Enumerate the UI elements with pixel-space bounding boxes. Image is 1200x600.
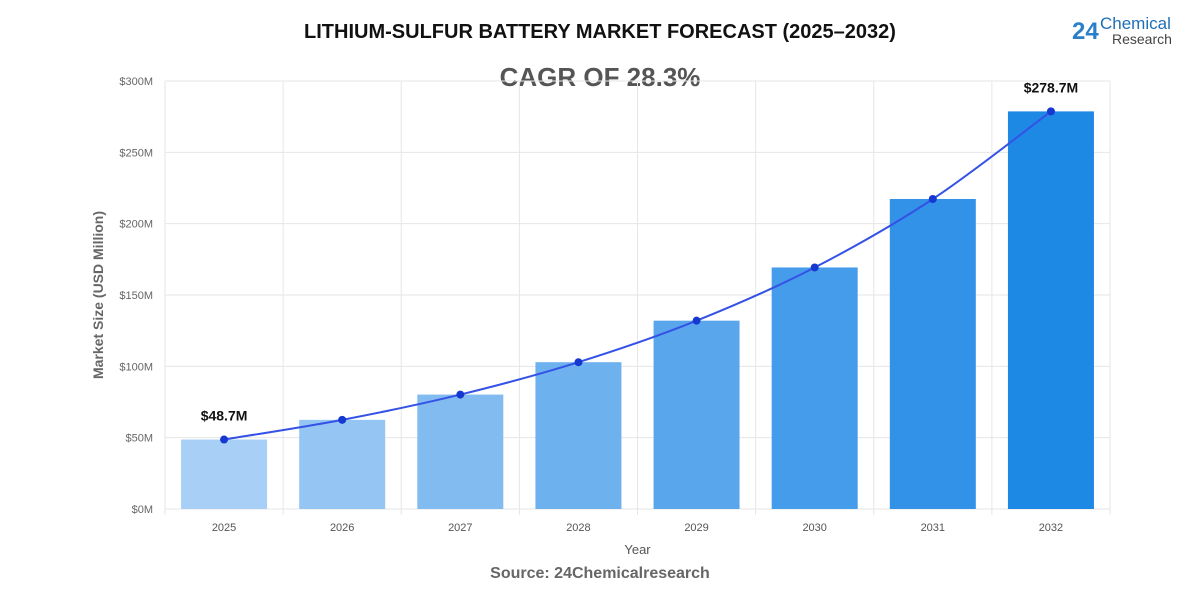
x-tick-label: 2032 xyxy=(1039,522,1063,534)
bar-2028 xyxy=(535,362,622,509)
x-tick-label: 2028 xyxy=(566,522,590,534)
x-tick-label: 2027 xyxy=(448,522,472,534)
y-tick-label: $150M xyxy=(119,290,153,302)
trend-point-2028 xyxy=(574,358,583,367)
data-label: $48.7M xyxy=(201,408,248,424)
trend-point-2025 xyxy=(220,435,229,444)
trend-point-2029 xyxy=(692,316,701,325)
logo: 24 Chemical Research xyxy=(1072,12,1200,48)
cagr-label: CAGR OF 28.3% xyxy=(499,62,701,92)
data-label: $278.7M xyxy=(1024,79,1078,95)
x-tick-label: 2025 xyxy=(212,522,236,534)
trend-point-2027 xyxy=(456,390,465,399)
logo-line2: Research xyxy=(1112,31,1172,47)
bar-2030 xyxy=(771,267,858,509)
y-tick-label: $250M xyxy=(119,147,153,159)
trend-point-2026 xyxy=(338,415,347,424)
y-axis-label: Market Size (USD Million) xyxy=(90,211,106,379)
logo-number: 24 xyxy=(1072,18,1099,45)
x-axis-label: Year xyxy=(624,542,651,557)
x-tick-label: 2030 xyxy=(802,522,826,534)
y-tick-label: $200M xyxy=(119,219,153,231)
logo-line1: Chemical xyxy=(1100,14,1171,33)
y-tick-label: $0M xyxy=(132,504,153,516)
bar-2025 xyxy=(181,439,268,509)
y-tick-label: $50M xyxy=(125,433,153,445)
bar-2029 xyxy=(653,320,740,509)
x-tick-label: 2029 xyxy=(684,522,708,534)
trend-point-2031 xyxy=(928,194,937,203)
y-tick-label: $100M xyxy=(119,361,153,373)
bar-2027 xyxy=(417,394,504,509)
x-tick-label: 2026 xyxy=(330,522,354,534)
trend-point-2030 xyxy=(810,263,819,272)
x-tick-label: 2031 xyxy=(921,522,945,534)
y-tick-label: $300M xyxy=(119,76,153,88)
bar-2026 xyxy=(299,419,386,509)
chart-title: LITHIUM-SULFUR BATTERY MARKET FORECAST (… xyxy=(304,21,896,43)
trend-point-2032 xyxy=(1046,107,1055,116)
bar-2031 xyxy=(889,198,976,509)
source-label: Source: 24Chemicalresearch xyxy=(490,565,710,582)
bar-2032 xyxy=(1007,111,1094,509)
